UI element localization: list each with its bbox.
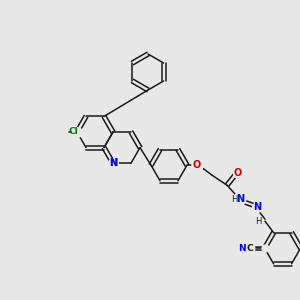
Text: H: H	[255, 217, 261, 226]
Text: N: N	[109, 158, 117, 168]
Text: N: N	[253, 202, 261, 212]
Text: O: O	[234, 168, 242, 178]
Text: N: N	[109, 158, 117, 168]
Text: H: H	[231, 195, 237, 204]
Text: Cl: Cl	[68, 128, 78, 136]
Text: N: N	[238, 244, 245, 253]
Text: O: O	[193, 160, 201, 170]
Text: N: N	[236, 194, 244, 204]
Text: C: C	[246, 244, 253, 253]
